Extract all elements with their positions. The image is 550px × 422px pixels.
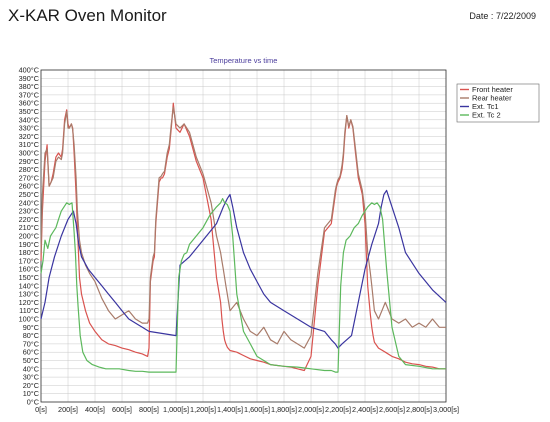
x-tick-label: 600[s] bbox=[112, 405, 132, 414]
y-tick-label: 270°C bbox=[19, 173, 39, 182]
legend-item-label: Front heater bbox=[472, 85, 513, 94]
y-tick-label: 340°C bbox=[19, 115, 39, 124]
y-tick-label: 20°C bbox=[23, 381, 39, 390]
y-tick-label: 330°C bbox=[19, 124, 39, 133]
y-tick-label: 80°C bbox=[23, 331, 39, 340]
y-tick-label: 380°C bbox=[19, 82, 39, 91]
y-tick-label: 390°C bbox=[19, 74, 39, 83]
y-tick-label: 70°C bbox=[23, 339, 39, 348]
x-tick-label: 2,000[s] bbox=[298, 405, 324, 414]
series-line-front-heater bbox=[40, 102, 446, 372]
date-value: 7/22/2009 bbox=[495, 11, 536, 21]
y-tick-label: 50°C bbox=[23, 356, 39, 365]
y-tick-label: 310°C bbox=[19, 140, 39, 149]
page-title: X-KAR Oven Monitor bbox=[8, 6, 167, 25]
x-tick-label: 400[s] bbox=[85, 405, 105, 414]
y-tick-label: 220°C bbox=[19, 215, 39, 224]
x-tick-label: 2,600[s] bbox=[379, 405, 405, 414]
y-tick-label: 150°C bbox=[19, 273, 39, 282]
x-tick-label: 3,000[s] bbox=[433, 405, 459, 414]
y-tick-label: 100°C bbox=[19, 315, 39, 324]
y-tick-label: 120°C bbox=[19, 298, 39, 307]
date-display: Date : 7/22/2009 bbox=[469, 11, 536, 21]
legend-item-label: Rear heater bbox=[472, 94, 512, 103]
legend-item-label: Ext. Tc 2 bbox=[472, 111, 501, 120]
y-tick-label: 60°C bbox=[23, 348, 39, 357]
y-tick-label: 350°C bbox=[19, 107, 39, 116]
y-tick-label: 10°C bbox=[23, 389, 39, 398]
series-lines bbox=[40, 102, 447, 373]
y-tick-label: 400°C bbox=[19, 66, 39, 75]
y-tick-label: 30°C bbox=[23, 373, 39, 382]
y-tick-label: 240°C bbox=[19, 198, 39, 207]
x-tick-label: 1,800[s] bbox=[271, 405, 297, 414]
x-tick-label: 2,200[s] bbox=[325, 405, 351, 414]
x-tick-label: 1,400[s] bbox=[217, 405, 243, 414]
x-tick-label: 800[s] bbox=[139, 405, 159, 414]
series-line-ext-tc1 bbox=[40, 189, 447, 349]
date-label: Date : bbox=[469, 11, 494, 21]
legend-item-label: Ext. Tc1 bbox=[472, 102, 499, 111]
y-tick-label: 230°C bbox=[19, 207, 39, 216]
y-tick-label: 200°C bbox=[19, 232, 39, 241]
y-tick-label: 140°C bbox=[19, 281, 39, 290]
y-tick-label: 110°C bbox=[19, 306, 39, 315]
x-tick-label: 0[s] bbox=[35, 405, 47, 414]
y-tick-label: 90°C bbox=[23, 323, 39, 332]
y-tick-label: 40°C bbox=[23, 364, 39, 373]
y-tick-label: 190°C bbox=[19, 240, 39, 249]
y-tick-label: 0°C bbox=[27, 398, 39, 407]
series-line-ext-tc-2 bbox=[40, 198, 446, 373]
y-tick-label: 360°C bbox=[19, 99, 39, 108]
y-tick-label: 130°C bbox=[19, 290, 39, 299]
chart-grid bbox=[40, 69, 447, 403]
chart-title: Temperature vs time bbox=[210, 56, 278, 65]
x-tick-label: 2,400[s] bbox=[352, 405, 378, 414]
y-tick-label: 250°C bbox=[19, 190, 39, 199]
series-line-rear-heater bbox=[40, 106, 446, 349]
y-tick-label: 290°C bbox=[19, 157, 39, 166]
x-tick-label: 1,200[s] bbox=[190, 405, 216, 414]
x-tick-label: 2,800[s] bbox=[406, 405, 432, 414]
x-tick-label: 1,600[s] bbox=[244, 405, 270, 414]
legend-box bbox=[456, 83, 540, 123]
y-tick-label: 370°C bbox=[19, 90, 39, 99]
y-axis-ticks: 0°C10°C20°C30°C40°C50°C60°C70°C80°C90°C1… bbox=[19, 66, 39, 407]
y-tick-label: 210°C bbox=[19, 223, 39, 232]
y-tick-label: 160°C bbox=[19, 265, 39, 274]
y-tick-label: 170°C bbox=[19, 256, 39, 265]
y-tick-label: 260°C bbox=[19, 182, 39, 191]
y-tick-label: 280°C bbox=[19, 165, 39, 174]
x-tick-label: 200[s] bbox=[58, 405, 78, 414]
y-tick-label: 320°C bbox=[19, 132, 39, 141]
x-tick-label: 1,000[s] bbox=[163, 405, 189, 414]
y-tick-label: 180°C bbox=[19, 248, 39, 257]
x-axis-ticks: 0[s] 200[s] 400[s] 600[s] 800[s] 1,000[s] 1,20… bbox=[35, 405, 459, 414]
y-tick-label: 300°C bbox=[19, 149, 39, 158]
